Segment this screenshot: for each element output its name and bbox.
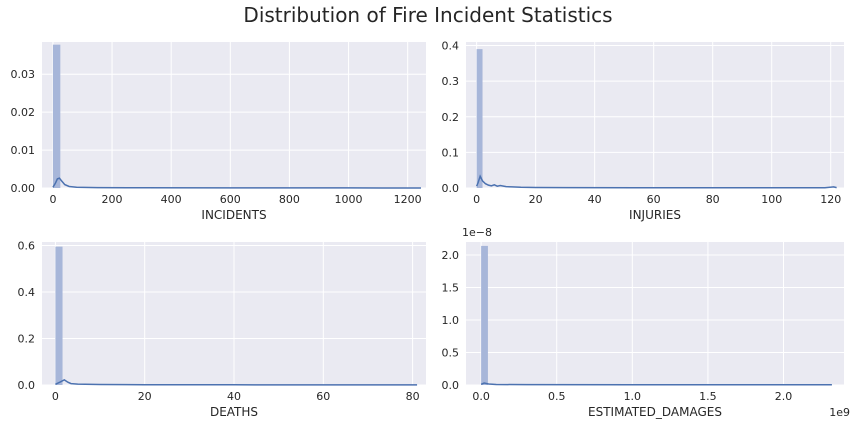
- x-tick-label: 80: [706, 193, 720, 206]
- x-tick-label: 400: [161, 193, 182, 206]
- x-tick-label: 20: [138, 390, 152, 403]
- y-tick-label: 1.5: [442, 282, 460, 295]
- x-tick-label: 0: [473, 193, 480, 206]
- y-tick-label: 0.3: [442, 75, 460, 88]
- y-tick-label: 0.01: [11, 144, 36, 157]
- y-tick-label: 0.4: [18, 286, 36, 299]
- histogram-bar: [481, 245, 488, 385]
- y-tick-label: 0.00: [11, 182, 36, 195]
- chart-panel-1: 0 200 400 600 800 1000 1200 0.00 0.01 0.02 0.03 INC…: [11, 42, 426, 222]
- y-tick-label: 2.0: [442, 249, 460, 262]
- chart-panel-4: 0.0 0.5 1.0 1.5 2.0 0.0 0.5 1.0 1.5 2.0 ESTIMATED_…: [442, 226, 851, 419]
- plot-area: [466, 42, 844, 188]
- kde-line: [480, 382, 832, 386]
- x-tick-label: 0: [49, 193, 56, 206]
- x-tick-label: 0.0: [472, 390, 490, 403]
- y-tick-label: 0.03: [11, 68, 36, 81]
- figure-title: Distribution of Fire Incident Statistics: [243, 3, 612, 27]
- y-tick-label: 0.0: [442, 379, 460, 392]
- y-tick-label: 0.2: [442, 111, 460, 124]
- chart-panel-2: 0 20 40 60 80 100 120 0.0 0.1 0.2 0.3 0.4 INJURIES: [442, 40, 844, 222]
- plot-area: [466, 242, 844, 385]
- x-tick-label: 200: [102, 193, 123, 206]
- x-axis-label: ESTIMATED_DAMAGES: [588, 405, 722, 419]
- kde-line: [475, 174, 837, 189]
- y-tick-label: 1.0: [442, 314, 460, 327]
- y-tick-label: 0.6: [18, 239, 36, 252]
- chart-panel-3: 0 20 40 60 80 0.0 0.2 0.4 0.6 DEATHS: [18, 239, 426, 419]
- histogram-bar: [52, 44, 61, 189]
- x-axis-label: INJURIES: [629, 208, 681, 222]
- x-tick-label: 80: [406, 390, 420, 403]
- histogram-bar: [476, 49, 483, 189]
- x-tick-label: 0: [52, 390, 59, 403]
- y-tick-label: 0.1: [442, 146, 460, 159]
- y-tick-label: 0.02: [11, 106, 36, 119]
- x-tick-label: 0.5: [548, 390, 566, 403]
- x-tick-label: 120: [820, 193, 841, 206]
- y-tick-label: 0.0: [442, 182, 460, 195]
- x-tick-label: 20: [529, 193, 543, 206]
- y-tick-label: 0.5: [442, 347, 460, 360]
- x-tick-label: 1.0: [624, 390, 642, 403]
- y-offset-label: 1e−8: [462, 226, 492, 239]
- x-tick-label: 2.0: [775, 390, 793, 403]
- x-tick-label: 1.5: [699, 390, 717, 403]
- x-tick-label: 1200: [394, 193, 422, 206]
- kde-line: [52, 177, 421, 189]
- x-tick-label: 100: [761, 193, 782, 206]
- x-tick-label: 1000: [335, 193, 363, 206]
- y-tick-label: 0.4: [442, 40, 460, 53]
- x-axis-label: INCIDENTS: [201, 208, 266, 222]
- y-tick-label: 0.0: [18, 379, 36, 392]
- histogram-bar: [55, 246, 63, 385]
- plot-area: [42, 42, 426, 188]
- x-offset-label: 1e9: [829, 406, 850, 419]
- x-tick-label: 600: [220, 193, 241, 206]
- x-tick-label: 60: [316, 390, 330, 403]
- x-tick-label: 40: [227, 390, 241, 403]
- x-tick-label: 40: [588, 193, 602, 206]
- x-tick-label: 60: [647, 193, 661, 206]
- y-tick-label: 0.2: [18, 332, 36, 345]
- x-tick-label: 800: [279, 193, 300, 206]
- kde-line: [55, 379, 418, 386]
- x-axis-label: DEATHS: [210, 405, 258, 419]
